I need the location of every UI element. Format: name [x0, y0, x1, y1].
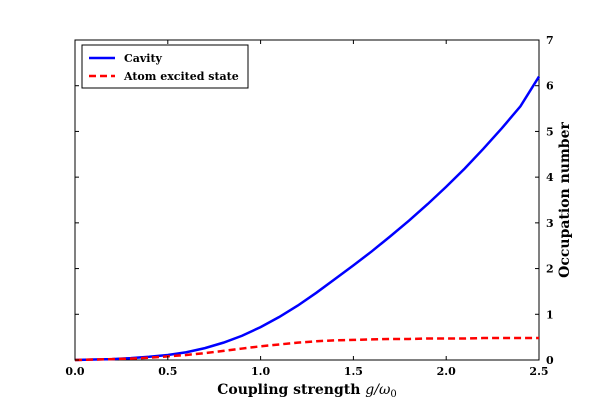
- legend-label-atom: Atom excited state: [123, 70, 239, 83]
- x-tick-label: 1.5: [344, 365, 363, 378]
- legend: Cavity Atom excited state: [81, 44, 249, 89]
- y-axis-label: Occupation number: [557, 122, 573, 278]
- y-tick-label: 4: [546, 171, 554, 184]
- x-axis-label-math: g/ω: [365, 382, 391, 398]
- x-axis-label-subscript: 0: [390, 389, 396, 400]
- series-line-atom-excited-state: [74, 336, 539, 362]
- x-tick-label: 2.5: [529, 365, 548, 378]
- y-tick-label: 5: [546, 125, 554, 138]
- x-axis-label: Coupling strength g/ω0: [217, 382, 397, 400]
- x-axis-label-text: Coupling strength: [217, 382, 365, 398]
- ticks-layer: 0.0 0.5 1.0 1.5 2.0 2.50 1 2 3 4 5 6 7: [65, 34, 554, 378]
- y-tick-label: 7: [546, 34, 554, 47]
- x-tick-label: 0.5: [158, 365, 177, 378]
- y-tick-label: 6: [546, 80, 554, 93]
- series-layer: [74, 75, 541, 362]
- y-tick-label: 3: [546, 217, 554, 230]
- series-line-cavity: [74, 75, 541, 362]
- x-tick-label: 1.0: [251, 365, 270, 378]
- legend-label-cavity: Cavity: [124, 52, 163, 65]
- legend-box: [81, 44, 249, 89]
- x-tick-label: 2.0: [437, 365, 456, 378]
- x-tick-label: 0.0: [65, 365, 84, 378]
- y-tick-label: 1: [546, 308, 554, 321]
- y-tick-label: 0: [546, 354, 554, 367]
- plot-frame: [74, 39, 540, 361]
- y-tick-label: 2: [546, 263, 554, 276]
